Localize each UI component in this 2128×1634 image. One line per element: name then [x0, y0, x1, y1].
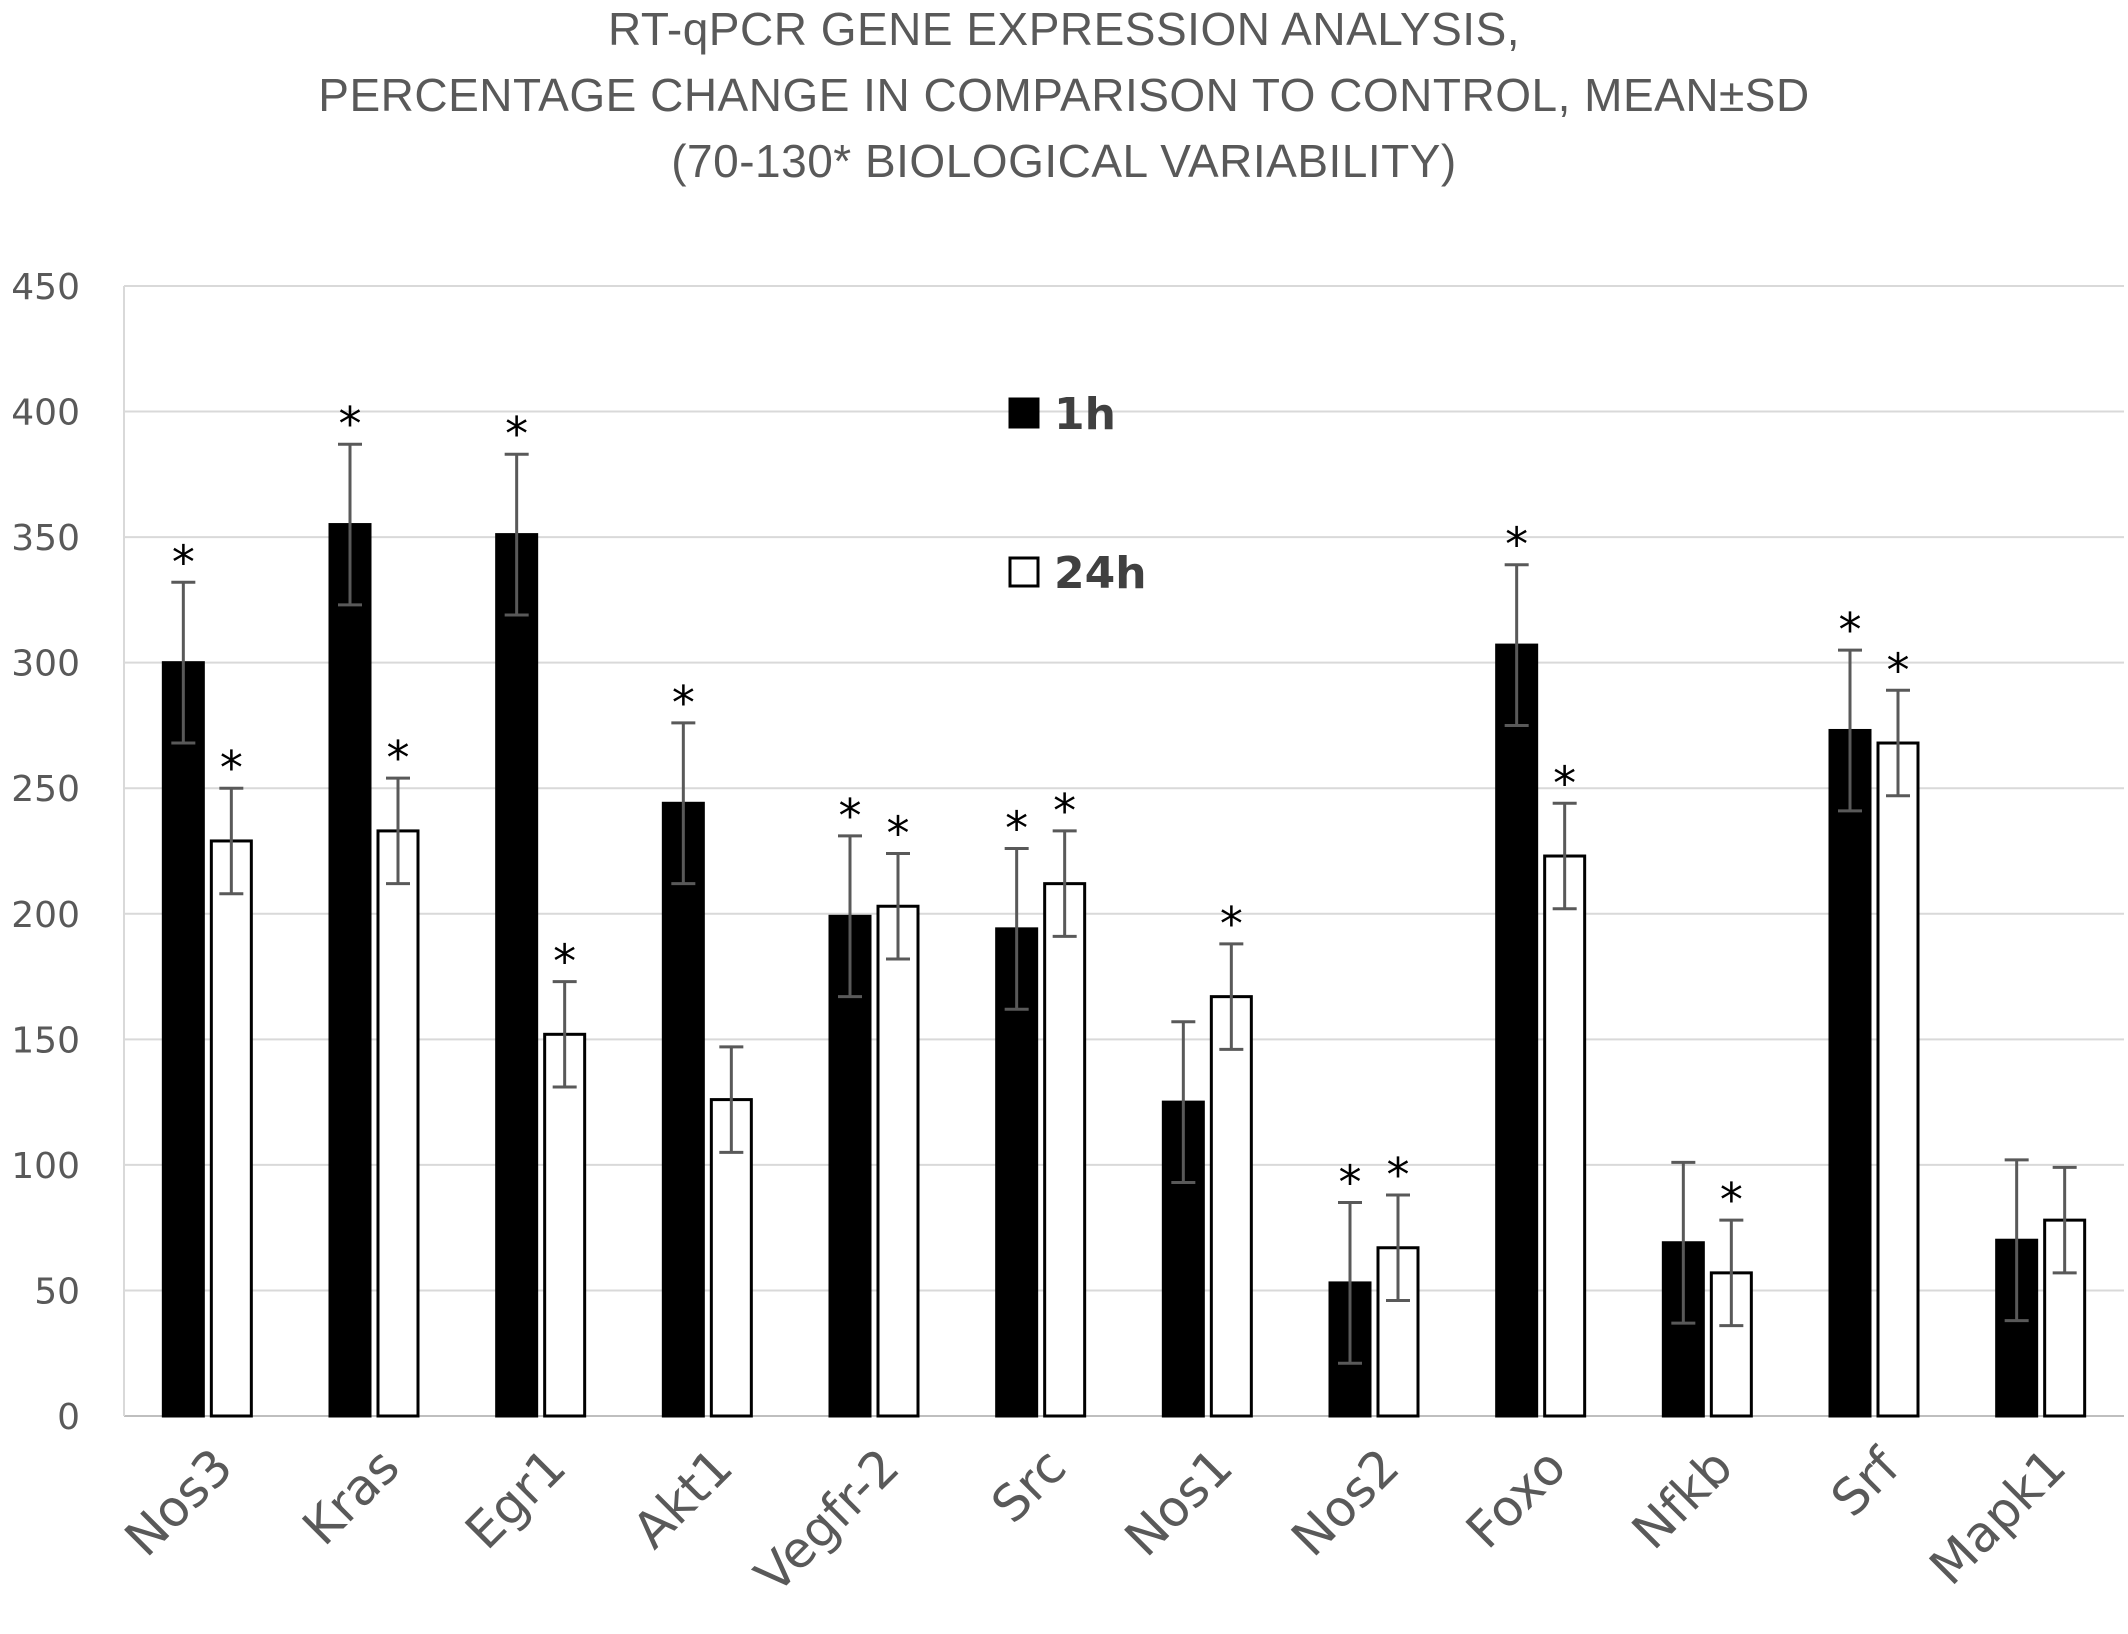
- y-tick-label-350: 350: [11, 518, 80, 559]
- y-tick-label-250: 250: [11, 769, 80, 810]
- y-tick-label-50: 50: [34, 1271, 80, 1312]
- legend-label-24h: 24h: [1054, 548, 1147, 599]
- y-tick-label-100: 100: [11, 1146, 80, 1187]
- significance-star-24h-Egr1: *: [553, 935, 576, 989]
- bar-1h-Egr1: [495, 533, 539, 1418]
- bar-24h-Nos1: [1209, 995, 1253, 1418]
- x-tick-label-Foxo: Foxo: [1455, 1437, 1577, 1559]
- significance-star-1h-Vegfr-2: *: [839, 789, 862, 843]
- bar-24h-Vegfr-2: [876, 904, 920, 1418]
- x-tick-label-Vegfr-2: Vegfr-2: [744, 1437, 911, 1604]
- bar-1h-Foxo: [1495, 643, 1539, 1418]
- bar-24h-Kras: [376, 829, 420, 1418]
- significance-star-24h-Nfkb: *: [1720, 1173, 1743, 1227]
- bar-1h-Srf: [1828, 728, 1872, 1418]
- significance-star-1h-Src: *: [1005, 801, 1028, 855]
- significance-star-24h-Vegfr-2: *: [887, 807, 910, 861]
- x-tick-label-Nos3: Nos3: [114, 1437, 244, 1567]
- significance-star-24h-Foxo: *: [1553, 756, 1576, 810]
- significance-star-1h-Nos2: *: [1339, 1156, 1362, 1210]
- bar-1h-Nos3: [161, 661, 205, 1418]
- bar-24h-Src: [1043, 882, 1087, 1418]
- x-tick-label-Akt1: Akt1: [622, 1437, 744, 1559]
- x-tick-label-Kras: Kras: [292, 1437, 411, 1556]
- y-tick-label-400: 400: [11, 393, 80, 434]
- significance-star-24h-Nos3: *: [220, 741, 243, 795]
- significance-star-1h-Kras: *: [339, 397, 362, 451]
- chart-title-line-1: RT-qPCR GENE EXPRESSION ANALYSIS,: [607, 3, 1521, 55]
- legend-swatch-24h: [1008, 556, 1040, 588]
- y-tick-label-300: 300: [11, 644, 80, 685]
- legend-swatch-1h: [1008, 397, 1040, 429]
- bar-24h-Srf: [1876, 741, 1920, 1418]
- significance-star-24h-Nos1: *: [1220, 897, 1243, 951]
- significance-star-24h-Nos2: *: [1387, 1148, 1410, 1202]
- x-tick-label-Egr1: Egr1: [454, 1437, 577, 1560]
- y-tick-label-0: 0: [57, 1397, 80, 1438]
- significance-star-1h-Akt1: *: [672, 676, 695, 730]
- y-tick-label-200: 200: [11, 895, 80, 936]
- significance-star-24h-Srf: *: [1887, 643, 1910, 697]
- x-tick-label-Mapk1: Mapk1: [1919, 1437, 2078, 1596]
- bar-1h-Akt1: [661, 801, 705, 1418]
- significance-star-24h-Src: *: [1053, 784, 1076, 838]
- bar-24h-Foxo: [1543, 854, 1587, 1418]
- bar-1h-Kras: [328, 523, 372, 1418]
- significance-star-1h-Foxo: *: [1505, 518, 1528, 572]
- bar-24h-Nos3: [209, 839, 253, 1418]
- significance-star-24h-Kras: *: [387, 731, 410, 785]
- x-tick-label-Nos1: Nos1: [1114, 1437, 1244, 1567]
- bar-24h-Egr1: [543, 1032, 587, 1418]
- x-tick-label-Nfkb: Nfkb: [1621, 1437, 1744, 1560]
- x-tick-label-Src: Src: [980, 1437, 1077, 1534]
- y-tick-label-150: 150: [11, 1020, 80, 1061]
- chart-title-line-3: (70-130* BIOLOGICAL VARIABILITY): [671, 135, 1457, 187]
- legend-label-1h: 1h: [1054, 389, 1116, 440]
- significance-star-1h-Egr1: *: [505, 407, 528, 461]
- x-tick-label-Srf: Srf: [1820, 1436, 1911, 1527]
- significance-star-1h-Nos3: *: [172, 535, 195, 589]
- x-tick-label-Nos2: Nos2: [1280, 1437, 1410, 1567]
- chart-title-line-2: PERCENTAGE CHANGE IN COMPARISON TO CONTR…: [318, 69, 1810, 121]
- significance-star-1h-Srf: *: [1839, 603, 1862, 657]
- y-tick-label-450: 450: [11, 267, 80, 308]
